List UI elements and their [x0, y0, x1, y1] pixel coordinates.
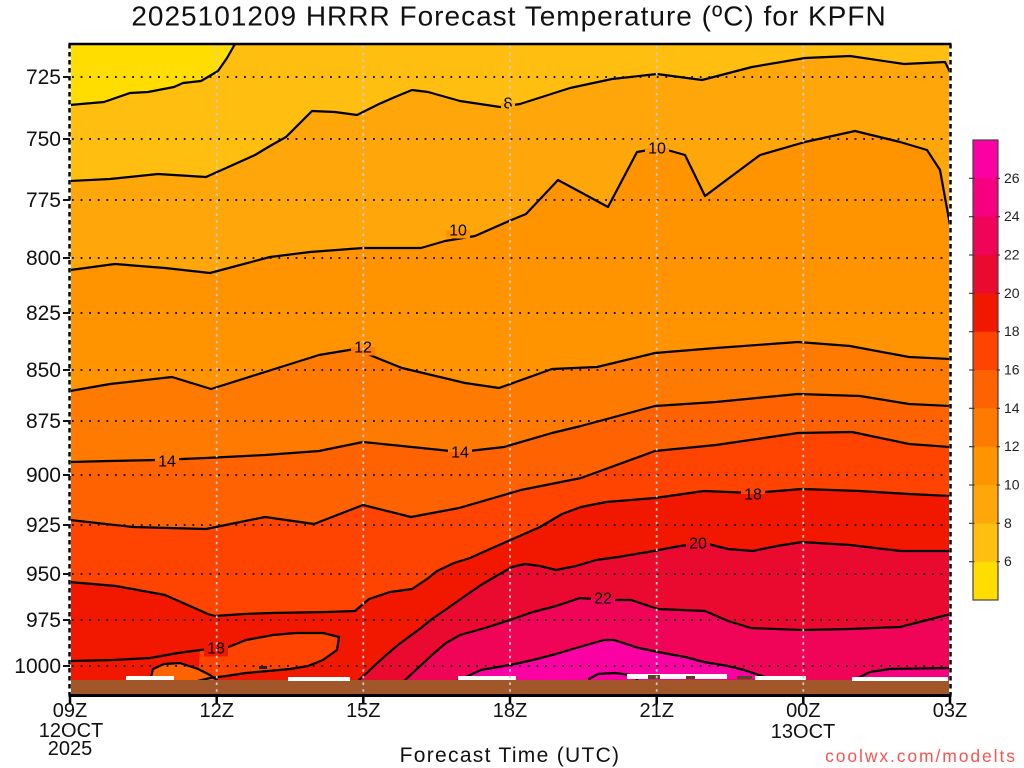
svg-text:12Z: 12Z — [199, 700, 233, 722]
svg-text:900: 900 — [26, 464, 61, 487]
svg-text:875: 875 — [26, 410, 61, 433]
svg-text:8: 8 — [1004, 515, 1012, 531]
svg-text:2025101209 HRRR Forecast Tempe: 2025101209 HRRR Forecast Temperature (ºC… — [131, 1, 886, 32]
svg-text:00Z: 00Z — [786, 700, 820, 722]
svg-text:03Z: 03Z — [933, 700, 967, 722]
svg-text:12OCT: 12OCT — [39, 720, 103, 742]
svg-text:20: 20 — [1004, 285, 1020, 301]
svg-text:825: 825 — [26, 302, 61, 325]
svg-text:14: 14 — [158, 454, 176, 471]
svg-text:20: 20 — [689, 536, 707, 553]
svg-text:24: 24 — [1004, 208, 1020, 224]
svg-text:850: 850 — [26, 359, 61, 382]
svg-text:725: 725 — [26, 66, 61, 89]
svg-text:18: 18 — [744, 487, 762, 504]
svg-text:2025: 2025 — [48, 738, 93, 760]
svg-text:14: 14 — [451, 445, 469, 462]
svg-text:8: 8 — [504, 96, 513, 113]
svg-text:950: 950 — [26, 563, 61, 586]
svg-text:750: 750 — [26, 128, 61, 151]
svg-text:26: 26 — [1004, 170, 1020, 186]
svg-text:22: 22 — [1004, 247, 1020, 263]
svg-text:18: 18 — [1004, 323, 1020, 339]
svg-text:Forecast Time (UTC): Forecast Time (UTC) — [400, 744, 621, 767]
svg-text:6: 6 — [1004, 553, 1012, 569]
svg-text:16: 16 — [1004, 362, 1020, 378]
svg-text:13OCT: 13OCT — [771, 721, 835, 743]
svg-text:coolwx.com/modelts: coolwx.com/modelts — [825, 746, 1017, 766]
svg-text:1000: 1000 — [14, 655, 61, 678]
svg-text:10: 10 — [449, 223, 467, 240]
svg-text:925: 925 — [26, 514, 61, 537]
svg-text:21Z: 21Z — [639, 700, 673, 722]
svg-text:775: 775 — [26, 189, 61, 212]
svg-text:975: 975 — [26, 609, 61, 632]
svg-text:18Z: 18Z — [493, 700, 527, 722]
svg-text:800: 800 — [26, 247, 61, 270]
svg-text:22: 22 — [594, 591, 612, 608]
svg-text:12: 12 — [1004, 438, 1020, 454]
svg-text:14: 14 — [1004, 400, 1020, 416]
svg-text:15Z: 15Z — [346, 700, 380, 722]
svg-text:09Z: 09Z — [53, 700, 87, 722]
svg-text:10: 10 — [1004, 477, 1020, 493]
